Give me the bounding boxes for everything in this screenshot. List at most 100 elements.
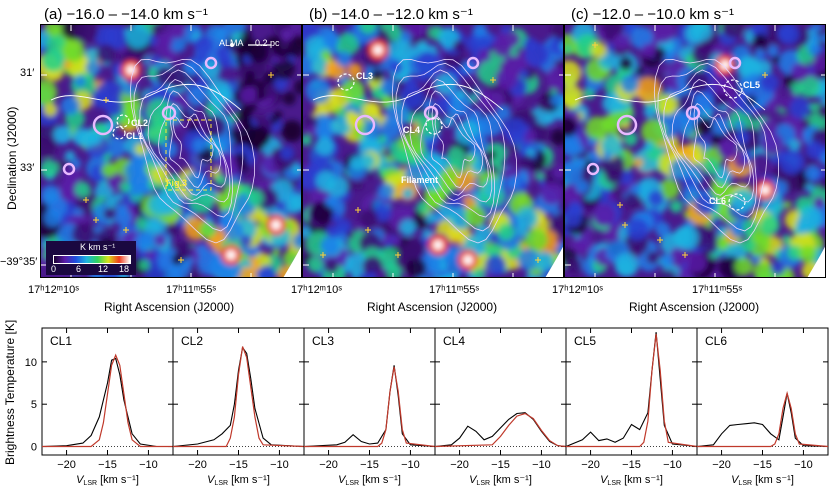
ra-tick-c-left: 17ʰ12ᵐ10ˢ [552,284,603,296]
emission-blob [154,234,167,247]
emission-blob [164,269,183,277]
x-tick-label: −15 [622,459,641,471]
emission-blob [335,218,352,235]
emission-blob [749,25,761,35]
emission-blob [291,164,301,175]
x-tick-label: −10 [139,459,158,471]
contour-arm [574,83,766,111]
emission-blob [820,33,825,44]
emission-blob [279,40,290,50]
map-edge-mask [808,247,825,277]
ra-axis-label-b: Right Ascension (J2000) [367,300,498,314]
emission-blob [482,178,503,199]
emission-blob [711,72,733,95]
emission-blob [691,43,713,65]
emission-blob [565,116,578,137]
emission-blob [472,25,487,38]
contour-level [696,115,738,179]
emission-blob [58,180,81,202]
xlabel-sub: LSR [607,480,621,487]
x-tick-label: −10 [794,459,813,471]
emission-blob [523,37,537,51]
emission-blob [767,102,777,112]
emission-blob [445,91,471,118]
emission-blob [282,91,296,106]
spectrum-title: CL1 [50,334,72,348]
emission-blob [406,257,427,277]
xlabel-v: V [469,474,478,486]
xlabel-sub: LSR [345,480,359,487]
emission-blob [303,134,312,146]
emission-blobs [41,25,301,277]
emission-blob [538,98,551,112]
source-markers [320,77,541,263]
emission-blob [634,158,643,168]
emission-blob [315,170,337,192]
emission-blob [741,238,756,253]
hotspot-core [126,65,136,75]
emission-blob [734,257,754,276]
clump-label-cl3: CL3 [356,71,374,81]
spectrum-panel-cl5: −20 −15 −10 CL5 VLSR [km s⁻¹] [565,327,698,487]
source-circle [466,56,480,70]
emission-blob [386,265,403,277]
emission-blob [614,252,639,277]
x-tick-label: −15 [360,459,379,471]
emission-blob [798,76,821,98]
source-circle [354,114,376,136]
emission-blob [387,41,405,59]
spectrum-line-observed [565,332,698,448]
emission-blob [425,193,443,210]
emission-blob [602,151,612,161]
spectrum-line-observed [434,412,567,448]
emission-blob [664,65,674,75]
emission-blob [406,25,428,38]
emission-blob [325,62,337,74]
spectrum-line-gaussian-fit [173,346,305,448]
emission-blob [670,157,693,181]
emission-blob [479,113,503,137]
emission-blob [546,65,563,91]
x-tick-label: −20 [319,459,338,471]
spectrum-frame [172,327,305,456]
map-image [41,25,301,277]
emission-blob [243,78,253,88]
emission-blob [307,256,324,273]
emission-blob [810,33,820,42]
colorbar-tick-12: 12 [98,264,109,274]
panel-a-title: (a) −16.0 – −14.0 km s⁻¹ [44,6,208,23]
emission-blob [349,154,366,171]
emission-blob [484,254,507,276]
emission-blob [125,25,134,30]
emission-blob [309,201,334,225]
emission-blob [74,75,86,87]
clump-label-cl4: CL4 [403,125,421,135]
emission-blob [641,43,656,58]
emission-blob [690,25,713,42]
emission-blob [438,27,459,49]
emission-blob [310,57,329,76]
spectrum-frame [303,327,436,456]
emission-blob [494,67,518,91]
spectrum-title: CL3 [312,334,334,348]
colorbar-tick-18: 18 [119,264,130,274]
source-circle [616,114,638,136]
emission-blob [497,32,507,42]
emission-blob [305,77,332,104]
emission-blob [782,234,791,244]
emission-blob [138,259,150,271]
clump-circle [728,193,746,211]
xlabel-unit: [km s⁻¹] [228,474,270,486]
emission-blob [43,208,62,227]
emission-blob [446,146,465,166]
contour-level [420,90,489,196]
spectrum-panel-cl3: −20 −15 −10 CL3 VLSR [km s⁻¹] [303,327,436,487]
emission-blob [783,200,792,209]
emission-blob [635,77,661,103]
spectrum-line-gaussian-fit [697,390,829,448]
emission-blob [565,60,582,86]
source-circle [204,56,218,70]
contour-level [172,115,214,179]
emission-blob [734,120,745,131]
clump-circle [723,79,743,99]
